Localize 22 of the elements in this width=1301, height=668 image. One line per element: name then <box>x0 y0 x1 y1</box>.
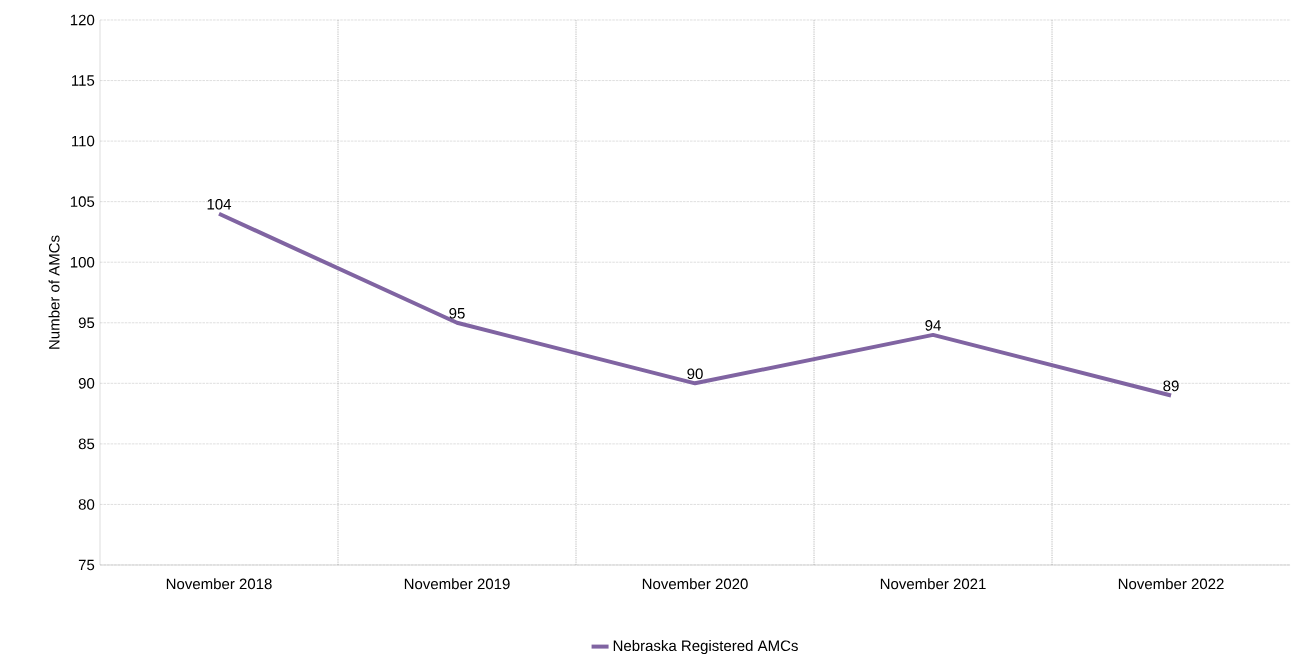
legend-label: Nebraska Registered AMCs <box>613 640 798 655</box>
x-tick-label: November 2019 <box>404 578 510 590</box>
data-label: 94 <box>925 320 941 331</box>
y-tick-label: 105 <box>70 196 95 207</box>
y-tick-label: 75 <box>78 559 95 571</box>
y-tick-label: 85 <box>78 438 95 450</box>
y-tick-label: 80 <box>78 499 95 510</box>
y-tick-label: 115 <box>72 75 95 86</box>
y-tick-label: 120 <box>70 14 95 26</box>
data-label: 89 <box>1163 380 1179 392</box>
x-tick-label: November 2022 <box>1118 578 1224 590</box>
x-tick-label: November 2018 <box>166 578 272 590</box>
data-label: 104 <box>207 198 232 210</box>
y-axis-title: Number of AMCs <box>48 235 60 349</box>
y-tick-label: 110 <box>72 135 95 147</box>
x-tick-label: November 2020 <box>642 578 748 590</box>
y-tick-label: 100 <box>70 256 95 268</box>
data-label: 95 <box>449 307 465 319</box>
data-label: 90 <box>687 368 703 380</box>
x-tick-label: November 2021 <box>880 578 986 590</box>
y-tick-label: 90 <box>78 378 95 389</box>
y-tick-label: 95 <box>78 317 95 329</box>
